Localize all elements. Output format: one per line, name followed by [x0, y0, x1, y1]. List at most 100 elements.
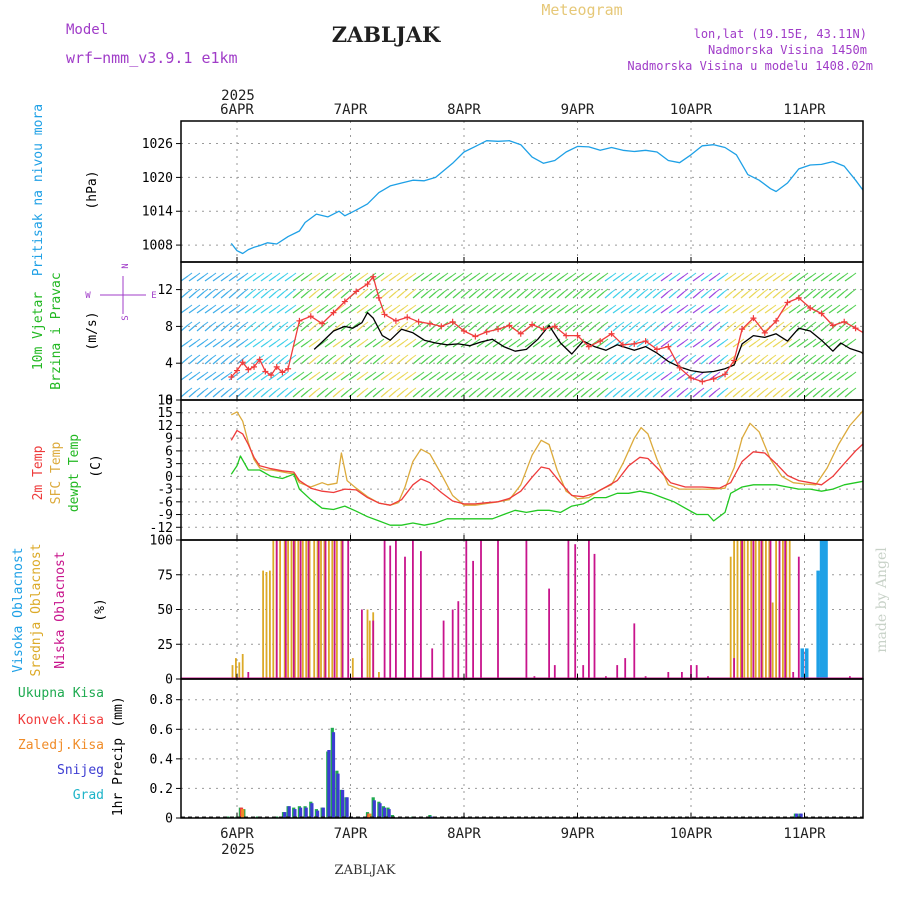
wind-barb: [596, 275, 605, 282]
wind-barb: [508, 341, 517, 348]
wind-barb-flag: [739, 304, 745, 309]
bar-mid_cloud: [235, 658, 237, 679]
wind-barb: [372, 374, 381, 381]
wind-barb: [548, 275, 557, 282]
wind-barb-flag: [203, 304, 209, 309]
wind-barb-flag: [459, 321, 465, 326]
y-tick-label: 1014: [142, 205, 173, 220]
wind-barb-flag: [459, 304, 465, 309]
wind-barb-flag: [523, 288, 529, 293]
wind-barb-flag: [747, 304, 753, 309]
wind-barb-flag: [467, 272, 473, 277]
wind-barb: [780, 275, 789, 282]
wind-barb-flag: [267, 387, 273, 392]
wind-barb-flag: [283, 371, 289, 376]
wind-barb: [316, 291, 325, 299]
wind-barb: [836, 275, 845, 282]
wind-barb: [292, 374, 301, 381]
wind-barb-flag: [499, 304, 505, 309]
altitude-label: Nadmorska Visina 1450m: [708, 43, 867, 57]
wind-barb: [324, 291, 333, 299]
wind-barb: [492, 291, 501, 299]
wind-barb: [364, 357, 373, 365]
wind-barb-flag: [763, 272, 769, 277]
wind-barb: [244, 324, 253, 332]
wind-barb-flag: [299, 321, 305, 326]
wind-barb: [268, 275, 277, 282]
wind-barb-flag: [715, 354, 721, 359]
wind-barb-flag: [827, 354, 833, 359]
wind-barb-flag: [259, 338, 265, 343]
wind-barb-flag: [539, 354, 545, 359]
wind-barb-flag: [307, 321, 313, 326]
gust-marker: [563, 332, 570, 339]
wind-barb: [276, 357, 285, 365]
wind-barb-flag: [499, 387, 505, 392]
wind-barb-flag: [603, 304, 609, 309]
wind-barb: [740, 374, 749, 381]
wind-barb-flag: [347, 371, 353, 376]
wind-barb-flag: [219, 338, 225, 343]
wind-barb: [524, 275, 533, 282]
y-tick-label: 0.4: [150, 752, 174, 767]
wind-barb-flag: [211, 288, 217, 293]
wind-barb-flag: [363, 354, 369, 359]
wind-barb: [652, 307, 661, 314]
wind-barb-flag: [251, 387, 257, 392]
wind-barb-flag: [451, 272, 457, 277]
wind-barb-flag: [331, 321, 337, 326]
wind-barb-flag: [683, 272, 689, 277]
wind-barb-flag: [331, 338, 337, 343]
wind-barb: [676, 374, 685, 381]
wind-barb: [492, 307, 501, 314]
temp-ylabel-1: 2m Temp: [31, 445, 46, 500]
bar-mid_cloud: [768, 540, 771, 679]
pressure-ylabel: Pritisak na nivou mora: [31, 104, 46, 276]
y-tick-label: 75: [157, 568, 173, 583]
wind-barb: [732, 307, 741, 314]
bar-high_cloud: [824, 540, 828, 679]
wind-barb: [508, 374, 517, 381]
gust-marker: [665, 343, 672, 350]
wind-barb: [436, 341, 445, 348]
wind-barb: [820, 307, 829, 314]
wind-barb-flag: [579, 304, 585, 309]
y-tick-label: 8: [165, 320, 173, 335]
wind-barb-flag: [755, 371, 761, 376]
wind-barb-flag: [787, 338, 793, 343]
wind-barb: [260, 341, 269, 348]
wind-barb: [500, 357, 509, 365]
wind-barb: [820, 341, 829, 348]
wind-barb-flag: [483, 371, 489, 376]
wind-barb: [796, 341, 805, 348]
wind-barb: [564, 374, 573, 381]
wind-barb: [604, 357, 613, 365]
wind-barb-flag: [467, 387, 473, 392]
wind-barb: [228, 291, 237, 299]
bar-mid_cloud: [740, 540, 742, 679]
bar-low_cloud: [457, 601, 460, 679]
wind-barb: [236, 275, 245, 282]
wind-barb: [668, 374, 677, 381]
wind-barb-flag: [523, 338, 529, 343]
wind-barb: [188, 291, 197, 299]
wind-barb-flag: [779, 321, 785, 326]
wind-barb: [500, 390, 509, 398]
wind-barb-flag: [307, 387, 313, 392]
top-date-label: 9APR: [561, 102, 595, 118]
wind-barb-flag: [819, 354, 825, 359]
wind-barb-flag: [819, 321, 825, 326]
wind-barb: [580, 307, 589, 314]
wind-barb: [540, 275, 549, 282]
wind-barb-flag: [395, 304, 401, 309]
wind-barb: [764, 374, 773, 381]
bar-precip_snow: [799, 813, 803, 818]
wind-barb-flag: [835, 387, 841, 392]
wind-barb-flag: [379, 288, 385, 293]
wind-barb: [804, 374, 813, 381]
bar-precip_snow: [387, 809, 391, 818]
bar-low_cloud: [395, 540, 397, 679]
wind-barb: [548, 341, 557, 348]
wind-barb-flag: [299, 338, 305, 343]
wind-barb: [372, 291, 381, 299]
